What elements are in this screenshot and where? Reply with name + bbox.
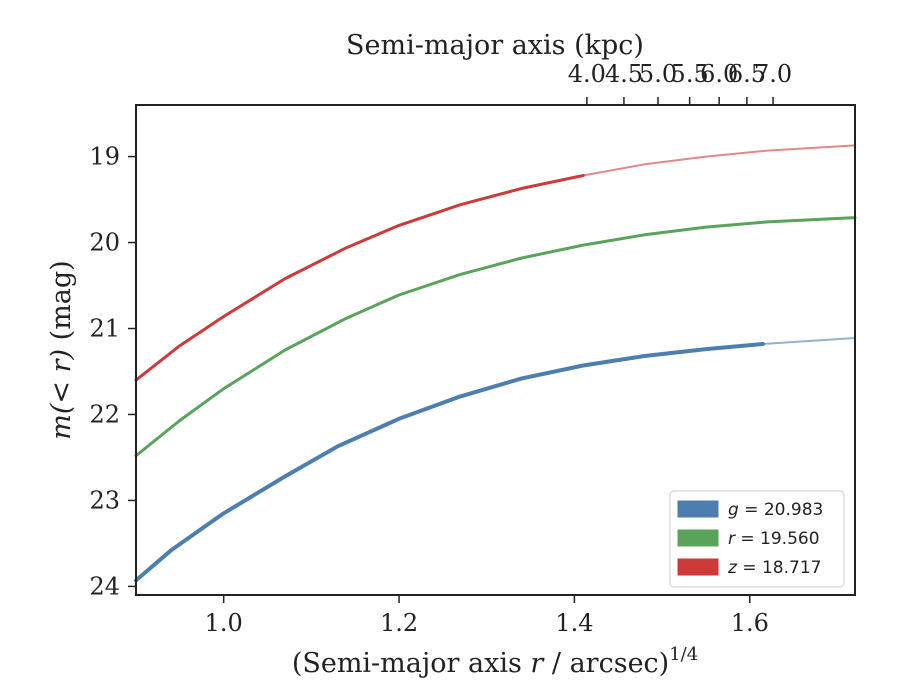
top-x-tick-label: 5.0 bbox=[639, 60, 677, 88]
top-x-axis-title: Semi-major axis (kpc) bbox=[346, 30, 644, 61]
y-tick-label: 24 bbox=[89, 572, 120, 600]
legend-label: z = 18.717 bbox=[727, 558, 821, 578]
x-tick-label: 1.2 bbox=[380, 609, 418, 637]
top-x-tick-label: 7.0 bbox=[754, 60, 792, 88]
x-tick-label: 1.4 bbox=[555, 609, 593, 637]
legend-label: r = 19.560 bbox=[728, 529, 820, 549]
x-tick-label: 1.0 bbox=[205, 609, 243, 637]
top-x-axis-ticks: 4.04.55.05.56.06.57.0 bbox=[568, 60, 792, 105]
y-axis-title-unit: (mag) bbox=[46, 260, 77, 349]
y-tick-label: 21 bbox=[89, 315, 120, 343]
top-x-tick-label: 6.0 bbox=[700, 60, 738, 88]
y-axis-title-math: m(< r) bbox=[46, 349, 77, 440]
legend-swatch bbox=[677, 529, 719, 547]
series-line bbox=[134, 216, 857, 458]
legend-label-value: = 19.560 bbox=[735, 529, 820, 549]
legend-swatch bbox=[677, 500, 719, 518]
legend-label-value: = 20.983 bbox=[739, 500, 824, 520]
series-line-extrapolated bbox=[582, 144, 856, 177]
legend-label-var: g bbox=[728, 500, 739, 520]
x-tick-label: 1.6 bbox=[731, 609, 769, 637]
plot-frame bbox=[135, 104, 856, 596]
x-axis-title-mid: / arcsec) bbox=[543, 648, 669, 679]
y-tick-label: 23 bbox=[89, 486, 120, 514]
y-axis-ticks: 19 20 21 22 23 24 bbox=[89, 143, 136, 600]
y-tick-label: 20 bbox=[89, 229, 120, 257]
legend-label-var: r bbox=[728, 529, 736, 549]
top-x-tick-label: 5.5 bbox=[671, 60, 709, 88]
top-x-tick-label: 6.5 bbox=[728, 60, 766, 88]
x-axis-title-var: r bbox=[530, 648, 545, 679]
x-axis-title-prefix: (Semi-major axis bbox=[292, 648, 531, 679]
legend-label: g = 20.983 bbox=[728, 500, 823, 520]
y-tick-label: 22 bbox=[89, 400, 120, 428]
top-x-tick-label: 4.5 bbox=[605, 60, 643, 88]
curves-layer bbox=[134, 144, 857, 583]
legend-label-value: = 18.717 bbox=[737, 558, 822, 578]
series-line bbox=[134, 342, 765, 583]
legend-label-var: z bbox=[727, 558, 738, 578]
bottom-x-axis-ticks: 1.0 1.2 1.4 1.6 bbox=[205, 595, 769, 637]
top-x-tick-label: 4.0 bbox=[568, 60, 606, 88]
x-axis-title: (Semi-major axis r / arcsec)1/4 bbox=[292, 644, 698, 679]
y-tick-label: 19 bbox=[89, 143, 120, 171]
x-axis-title-exponent: 1/4 bbox=[669, 644, 698, 665]
series-line bbox=[134, 174, 585, 382]
series-line-extrapolated bbox=[761, 337, 856, 345]
legend-swatch bbox=[677, 558, 719, 576]
y-axis-title: m(< r) (mag) bbox=[46, 260, 77, 439]
